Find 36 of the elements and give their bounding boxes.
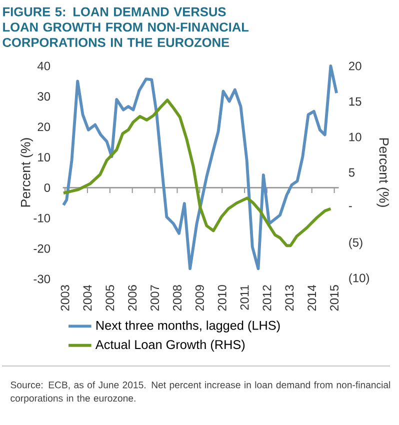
x-tick-label: 2015 xyxy=(330,285,339,311)
y-tick-label: 30 xyxy=(38,92,50,101)
y-tick-label: -10 xyxy=(34,214,50,222)
y2-tick-label: (5) xyxy=(349,238,362,250)
x-tick-label: 2010 xyxy=(218,285,226,311)
y2-tick-label: - xyxy=(348,206,352,208)
y2-tick-label: 10 xyxy=(349,132,362,142)
y-tick-label: -30 xyxy=(34,274,50,284)
y-axis-title: Percent (%) xyxy=(20,138,33,207)
legend-label: Next three months, lagged (LHS) xyxy=(96,320,280,332)
x-tick-label: 2014 xyxy=(308,284,316,311)
y2-axis-title: Percent (%) xyxy=(376,138,390,207)
x-tick-label: 2011 xyxy=(240,285,249,310)
chart-title: FIGURE 5: LOAN DEMAND VERSUS LOAN GROWTH FROM NON-FINANCIAL CORPORATIONS IN THE EUROZONE xyxy=(2,7,249,47)
line-series xyxy=(62,64,338,270)
y2-tick-label: 5 xyxy=(348,168,355,177)
x-tick-label: 2013 xyxy=(285,285,294,311)
line-series xyxy=(62,98,332,248)
x-tick-label: 2003 xyxy=(60,285,70,311)
x-tick-label: 2008 xyxy=(172,285,182,311)
y-tick-label: 40 xyxy=(37,62,50,70)
x-tick-label: 2005 xyxy=(106,285,114,311)
x-tick-label: 2009 xyxy=(195,285,204,311)
y2-tick-label: 15 xyxy=(349,97,362,106)
x-tick-label: 2007 xyxy=(150,285,160,311)
y-tick-label: 0 xyxy=(44,183,50,192)
x-tick-label: 2004 xyxy=(83,284,92,311)
legend-label: Actual Loan Growth (RHS) xyxy=(95,340,245,352)
y-tick-label: 10 xyxy=(38,153,50,162)
y2-tick-label: (10) xyxy=(349,273,369,285)
source-note: Source: ECB, as of June 2015. Net percent increase in loan demand from non-financial corporations in the eurozone. xyxy=(10,381,390,404)
x-tick-label: 2012 xyxy=(262,285,272,311)
y-tick-label: -20 xyxy=(34,244,50,253)
x-tick-label: 2006 xyxy=(128,285,137,311)
y2-tick-label: 20 xyxy=(349,62,362,70)
y-tick-label: 20 xyxy=(38,122,50,132)
